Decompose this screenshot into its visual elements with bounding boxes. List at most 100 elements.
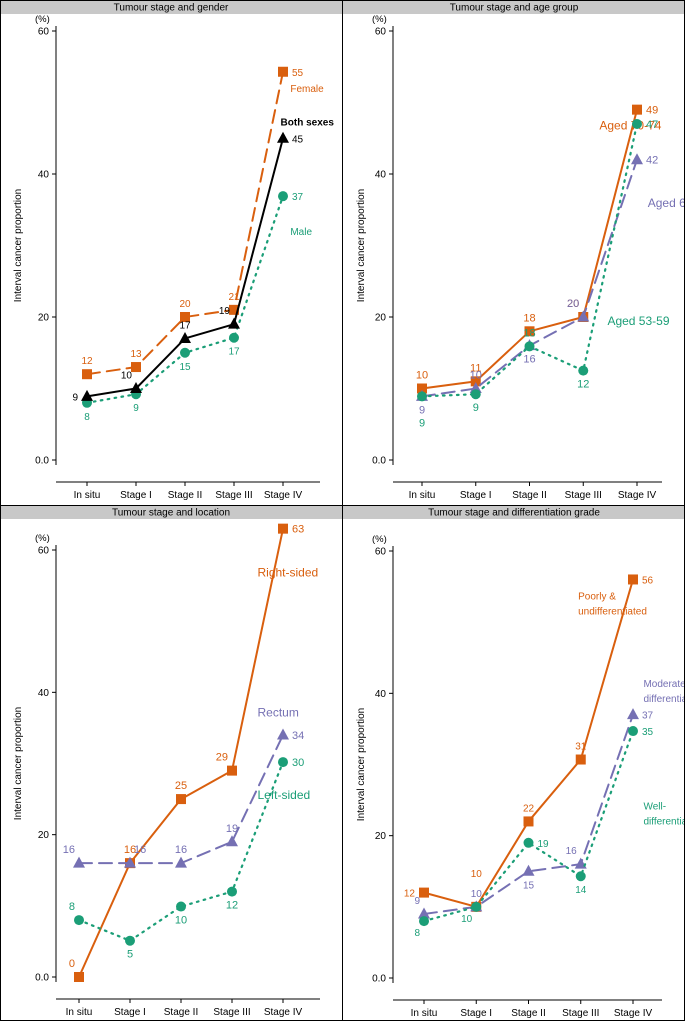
data-point-square (632, 104, 642, 115)
data-point-circle (419, 916, 429, 927)
series-rectum: 16 16 16 19 34 Rectum (63, 706, 304, 868)
data-point-triangle (522, 864, 535, 876)
series-aged-60-69: 9 10 16 20 42 Aged 60-69 (416, 153, 685, 416)
legend-label-line2: differentiated (643, 694, 685, 705)
data-point-triangle (631, 153, 643, 165)
legend-label: Rectum (258, 706, 299, 720)
x-tick-label: Stage I (460, 1008, 492, 1019)
x-tick-label: Stage III (565, 490, 602, 501)
data-label: 15 (179, 362, 191, 373)
y-axis-label: Interval cancer proportion (13, 189, 24, 302)
series-line (423, 713, 634, 915)
data-label: 42 (646, 155, 658, 167)
data-point-triangle (179, 331, 191, 343)
data-point-triangle (130, 382, 142, 393)
data-label: 37 (642, 711, 654, 722)
data-point-square (82, 369, 92, 380)
data-label: 16 (566, 846, 578, 857)
data-label: 20 (567, 298, 579, 310)
data-label: 56 (642, 575, 654, 586)
legend-label: Poorly & (578, 591, 616, 602)
y-tick-label: 60 (38, 546, 50, 557)
data-label: 12 (404, 889, 416, 900)
data-label: 25 (175, 780, 187, 792)
data-label: 20 (179, 299, 191, 310)
x-tick-label: Stage II (168, 490, 202, 501)
y-tick-label: 60 (375, 547, 387, 558)
data-point-triangle (81, 389, 93, 401)
data-label: 10 (471, 869, 483, 880)
data-point-triangle (277, 131, 289, 143)
data-point-circle (471, 901, 482, 912)
data-label: 15 (523, 880, 535, 891)
data-point-square (417, 383, 427, 394)
chart-title: Tumour stage and location (112, 508, 230, 519)
data-point-circle (180, 347, 190, 358)
legend-label: Left-sided (258, 788, 311, 802)
y-tick-label: 0.0 (35, 973, 49, 984)
y-tick-label: 40 (38, 170, 50, 181)
data-point-triangle (574, 857, 587, 869)
data-label: 10 (416, 370, 428, 382)
y-tick-label: 20 (38, 313, 50, 324)
legend-label: Both sexes (281, 117, 335, 128)
data-label: 11 (470, 362, 481, 374)
data-label: 16 (63, 844, 75, 856)
data-label: 16 (134, 844, 146, 856)
data-label: 19 (226, 823, 238, 835)
series-moderately-differentiated: 9 10 15 16 37 Moderately (414, 679, 685, 919)
x-tick-label: Stage I (114, 1007, 146, 1018)
data-label: 8 (69, 901, 75, 913)
x-tick-label: Stage IV (264, 1007, 303, 1018)
data-label: 45 (292, 134, 304, 145)
y-tick-label: 0.0 (35, 456, 49, 467)
data-point-square (131, 362, 141, 373)
data-label: 9 (133, 403, 139, 414)
data-label: 10 (121, 371, 133, 382)
legend-label: Well- (643, 801, 666, 812)
unit-label: (%) (35, 14, 50, 25)
data-label: 16 (175, 844, 187, 856)
series-poorly-undifferentiated: 12 10 22 31 56 Poorly & (404, 574, 654, 912)
legend-label-line2: undifferentiated (578, 606, 647, 617)
x-tick-label: Stage III (215, 490, 252, 501)
data-point-square (523, 816, 534, 827)
data-label: 14 (575, 885, 587, 896)
data-point-square (176, 794, 186, 805)
series-male: 8 9 15 17 37 Male (82, 191, 312, 423)
legend-label: Aged 70-74 (599, 119, 661, 133)
data-point-square (575, 754, 586, 765)
data-label: 55 (292, 68, 304, 79)
data-label: 35 (642, 727, 654, 738)
x-tick-label: Stage III (562, 1008, 599, 1019)
x-tick-label: Stage IV (618, 490, 657, 501)
x-tick-label: In situ (74, 490, 101, 501)
data-point-triangle (627, 708, 639, 720)
chart-panel-2: Tumour stage and age group (%) 0.0 20 40 60 In… (343, 0, 685, 501)
chart-title: Tumour stage and age group (450, 3, 579, 14)
series-right-sided: 0 16 25 29 63 Right-sided (69, 523, 318, 982)
series-line (423, 578, 634, 908)
x-tick-label: In situ (66, 1007, 93, 1018)
data-label: 22 (523, 803, 535, 814)
data-point-circle (578, 365, 589, 376)
data-point-circle (470, 389, 481, 400)
title-strip (343, 0, 685, 14)
y-tick-label: 60 (375, 27, 387, 38)
data-point-circle (125, 935, 135, 946)
y-tick-label: 20 (375, 313, 387, 324)
y-tick-label: 60 (38, 27, 50, 38)
data-label: 8 (414, 928, 420, 939)
legend-label: Female (290, 84, 324, 95)
y-axis-label: Interval cancer proportion (356, 708, 367, 821)
data-point-triangle (175, 856, 187, 868)
data-point-triangle (124, 856, 136, 868)
data-point-circle (575, 871, 586, 882)
data-point-square (419, 887, 429, 898)
data-label: 34 (292, 730, 304, 742)
unit-label: (%) (372, 14, 387, 25)
data-label: 21 (228, 292, 240, 303)
x-tick-label: Stage I (460, 490, 492, 501)
data-label: 9 (414, 896, 420, 907)
